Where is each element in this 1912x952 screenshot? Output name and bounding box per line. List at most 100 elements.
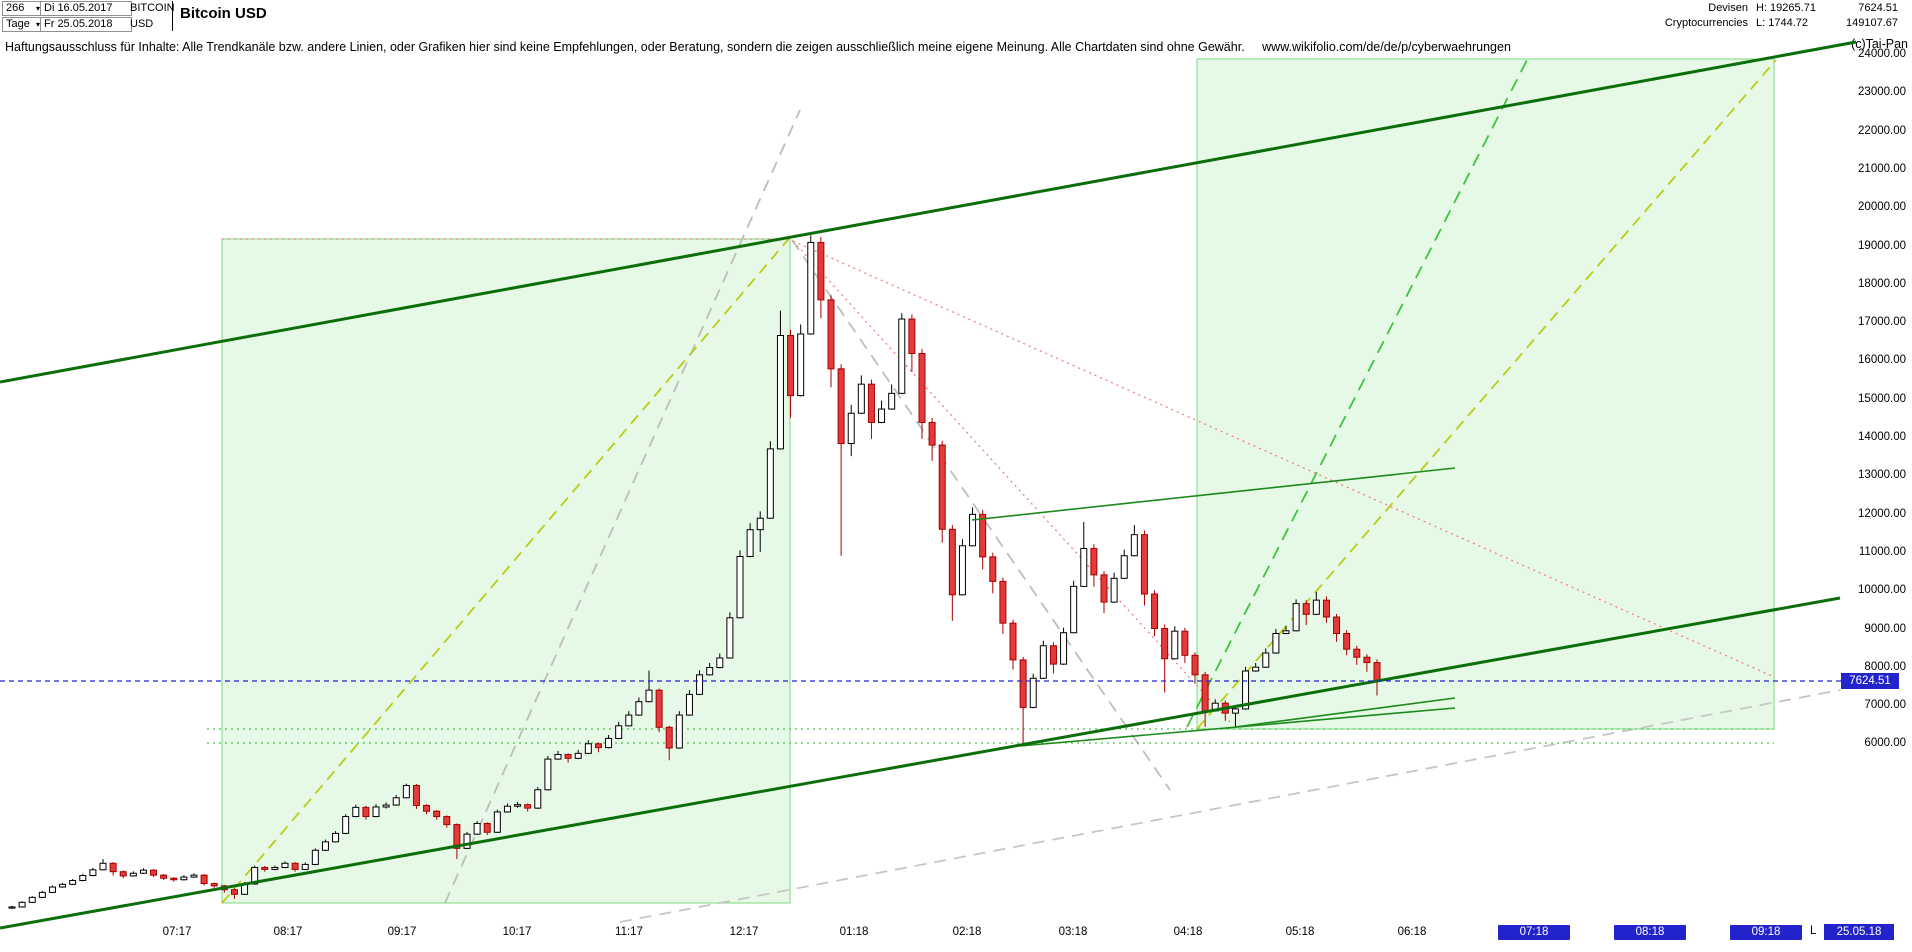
y-axis-label: 7000.00 [1864,699,1906,712]
candle [1282,626,1290,635]
candle [352,804,360,818]
candle [473,821,481,835]
candle [534,787,542,809]
candle [18,901,26,908]
candle [412,783,420,809]
candle [493,809,501,834]
candle [1312,592,1320,616]
candle [776,310,784,450]
candle [787,329,795,418]
candle [119,870,127,879]
category-label: Devisen [1708,2,1748,14]
x-axis-label: 05:18 [1285,926,1315,938]
candle [766,441,774,519]
high-value-label: H: 19265.71 [1756,2,1816,14]
candle [1231,705,1239,728]
end-date-value: Fr 25.05.2018 [44,18,113,30]
candle [958,539,966,596]
candle [99,859,107,871]
candle [291,862,299,872]
y-axis-label: 13000.00 [1858,469,1906,482]
candle [372,804,380,818]
candle [1181,627,1189,663]
toolbar-divider [172,1,173,31]
candle [1191,652,1199,684]
y-axis-label: 16000.00 [1858,354,1906,367]
candle [1353,645,1361,665]
x-axis-label: 06:18 [1397,926,1427,938]
candle [878,400,886,424]
yellow-dashed-2017-diagonal[interactable] [221,234,793,904]
last-value-label: 7624.51 [1858,2,1898,14]
x-axis-label: 01:18 [839,926,869,938]
y-axis-label: 12000.00 [1858,507,1906,520]
candle [716,653,724,669]
y-axis-label: 23000.00 [1858,86,1906,99]
candle [615,721,623,740]
x-axis-label: 09:17 [387,926,417,938]
extra-value-label: 149107.67 [1846,17,1898,29]
wedge-upper-line[interactable] [971,467,1456,521]
candle [38,890,46,899]
candle [857,375,865,415]
candle [918,348,926,439]
x-axis-label: 03:18 [1058,926,1088,938]
candle [847,404,855,457]
red-dotted-peak-to-april-low[interactable] [792,240,1231,723]
gray-dashed-decline[interactable] [791,239,1171,791]
channel-upper-line[interactable] [0,40,1857,384]
candle [867,379,875,439]
candle [129,871,137,877]
candle [382,802,390,809]
candle [28,896,36,904]
disclaimer-text: Haftungsausschluss für Inhalte: Alle Tre… [5,40,1511,54]
candle [342,814,350,835]
candle [311,848,319,866]
wikifolio-url[interactable]: www.wikifolio.com/de/de/p/cyberwaehrunge… [1262,40,1511,54]
candle [1120,549,1128,580]
candle [888,384,896,410]
low-value-label: L: 1744.72 [1756,17,1808,29]
candle [483,822,491,835]
y-axis-label: 18000.00 [1858,277,1906,290]
subcategory-label: Cryptocurrencies [1664,17,1748,29]
candle [746,523,754,558]
candle [1343,630,1351,656]
candle [1130,525,1138,557]
candle [685,690,693,716]
gray-dashed-steep-rise[interactable] [444,109,801,904]
candle [48,885,56,894]
candle [797,324,805,397]
candle [938,440,946,543]
candle [979,509,987,570]
candle [1272,628,1280,654]
x-axis-label: 12:17 [729,926,759,938]
wedge-mid-line[interactable] [1234,697,1456,728]
candle [180,875,188,881]
y-axis-label: 22000.00 [1858,124,1906,137]
candle [948,525,956,621]
candle [332,831,340,843]
candle [463,831,471,850]
candle [89,867,97,877]
y-axis-label: 15000.00 [1858,392,1906,405]
candle [696,670,704,696]
candle [423,804,431,815]
candle [8,905,16,909]
candle [1060,627,1068,665]
red-dotted-long-decline[interactable] [792,240,1773,677]
start-date-field[interactable]: Di 16.05.2017 [40,1,132,16]
gray-dashed-bottom[interactable] [619,689,1841,923]
candle [756,511,764,552]
candle [1151,590,1159,637]
end-date-field[interactable]: Fr 25.05.2018 [40,17,132,32]
channel-lower-line[interactable] [0,596,1841,930]
candle [210,882,218,888]
candle [453,823,461,860]
candle [1090,544,1098,587]
candle [1019,656,1027,747]
candle [1322,596,1330,623]
y-axis-label: 24000.00 [1858,48,1906,60]
